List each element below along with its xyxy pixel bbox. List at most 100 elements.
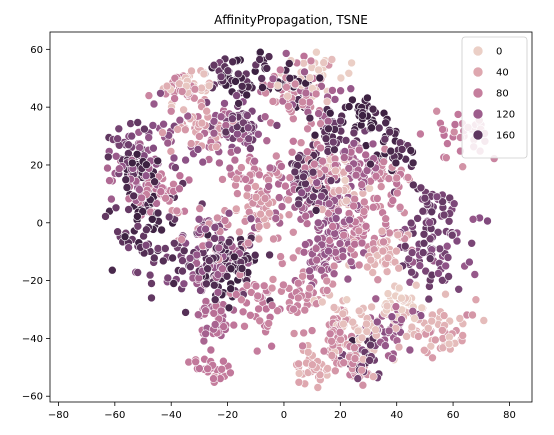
data-point	[357, 180, 367, 189]
data-point	[137, 193, 146, 203]
data-point	[213, 213, 222, 223]
data-point	[340, 176, 350, 185]
data-point	[349, 128, 359, 138]
data-point	[349, 139, 359, 148]
data-point	[327, 336, 336, 346]
data-point	[467, 239, 477, 248]
data-point	[388, 196, 398, 205]
data-point	[416, 183, 426, 193]
data-point	[290, 167, 300, 177]
data-point	[293, 293, 303, 303]
data-point	[432, 192, 442, 202]
data-point	[468, 310, 477, 320]
data-point	[366, 255, 376, 265]
data-point	[397, 145, 407, 154]
data-point	[342, 295, 352, 305]
data-point	[377, 226, 387, 236]
data-point	[225, 163, 235, 173]
data-point	[435, 244, 445, 254]
data-point	[438, 197, 447, 206]
data-point	[277, 162, 286, 171]
data-point	[354, 260, 364, 270]
data-point	[453, 110, 463, 119]
data-point	[368, 372, 378, 381]
data-point	[259, 281, 269, 291]
data-point	[354, 306, 364, 316]
data-point	[255, 47, 265, 57]
data-point	[331, 166, 340, 176]
data-point	[145, 270, 155, 280]
x-tick-label: −20	[217, 410, 238, 421]
y-tick-label: 60	[30, 45, 43, 56]
data-point	[216, 112, 226, 121]
data-point	[289, 329, 299, 338]
data-point	[271, 151, 281, 161]
data-point	[161, 244, 170, 253]
data-point	[288, 253, 298, 263]
data-point	[391, 302, 401, 311]
data-point	[285, 173, 295, 182]
data-point	[222, 271, 232, 281]
data-point	[282, 82, 291, 92]
data-point	[438, 125, 447, 134]
data-point	[283, 91, 292, 101]
data-point	[402, 332, 411, 341]
data-point	[113, 134, 122, 143]
data-point	[300, 67, 309, 77]
data-point	[209, 117, 219, 126]
data-point	[428, 353, 437, 363]
data-point	[387, 312, 397, 322]
data-point	[408, 158, 418, 168]
data-point	[133, 212, 142, 221]
data-point	[213, 288, 223, 297]
data-point	[329, 269, 339, 279]
data-point	[323, 117, 333, 126]
data-point	[372, 317, 382, 327]
data-point	[103, 163, 112, 173]
y-tick-label: 0	[37, 218, 43, 229]
data-point	[426, 341, 436, 351]
data-point	[104, 152, 113, 162]
data-point	[310, 130, 320, 140]
data-point	[237, 295, 246, 305]
data-point	[317, 191, 326, 201]
data-point	[194, 310, 203, 320]
data-point	[331, 214, 341, 223]
data-point	[193, 145, 203, 154]
data-point	[242, 90, 251, 100]
data-point	[373, 275, 383, 285]
data-point	[233, 129, 242, 139]
data-point	[255, 170, 264, 180]
data-point	[327, 55, 337, 64]
data-point	[246, 310, 255, 320]
data-point	[277, 202, 287, 211]
data-point	[430, 335, 440, 345]
data-point	[294, 369, 304, 378]
data-point	[243, 238, 253, 248]
data-point	[120, 232, 130, 241]
legend-marker	[472, 108, 484, 120]
x-tick-label: 40	[390, 410, 403, 421]
data-point	[199, 336, 209, 346]
data-point	[384, 326, 394, 336]
data-point	[268, 275, 278, 284]
data-point	[272, 121, 282, 130]
data-point	[298, 97, 307, 107]
data-point	[279, 280, 288, 290]
data-point	[441, 153, 451, 162]
data-point	[470, 270, 480, 279]
data-point	[215, 158, 224, 168]
data-point	[371, 171, 381, 181]
data-point	[170, 94, 179, 103]
data-point	[433, 228, 443, 237]
data-point	[328, 137, 338, 147]
data-point	[350, 354, 360, 363]
data-point	[317, 265, 326, 275]
data-point	[265, 250, 274, 260]
data-point	[195, 204, 204, 213]
data-point	[432, 106, 442, 116]
data-point	[327, 351, 337, 360]
data-point	[312, 47, 321, 57]
data-point	[339, 358, 349, 368]
x-tick-label: 60	[447, 410, 460, 421]
